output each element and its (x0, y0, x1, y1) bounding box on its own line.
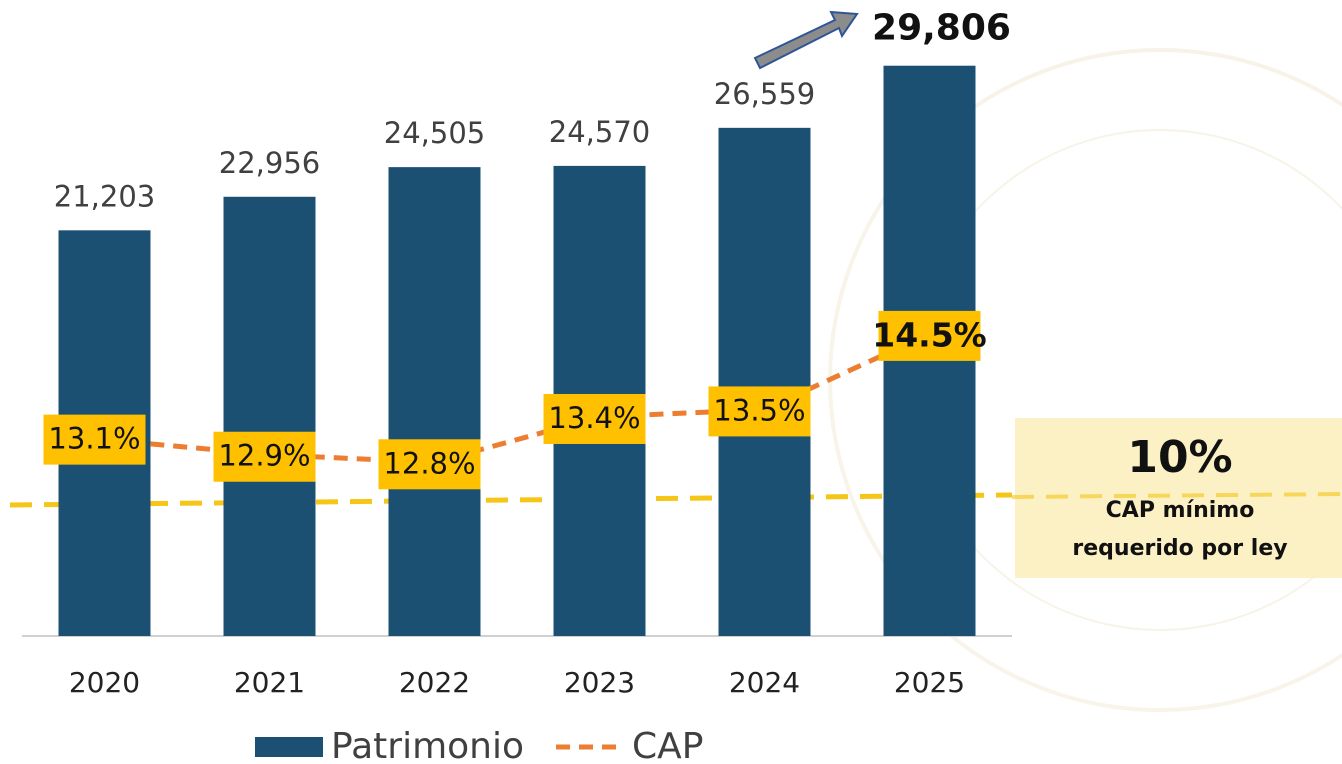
x-tick-label: 2024 (729, 666, 800, 699)
bar (223, 196, 316, 636)
cap-value-label: 12.9% (218, 439, 310, 473)
bar-value-label: 22,956 (219, 146, 320, 180)
legend-swatch (255, 737, 323, 757)
bar (718, 127, 811, 636)
cap-value-label: 13.5% (713, 393, 805, 427)
cap-label-box (543, 393, 646, 444)
bar-value-label: 21,203 (54, 179, 155, 213)
annotation-text: requerido por ley (1072, 536, 1287, 561)
growth-arrow (753, 10, 859, 70)
cap-value-label: 14.5% (872, 315, 987, 354)
legend-label: Patrimonio (331, 726, 524, 764)
cap-value-label: 12.8% (383, 446, 475, 480)
x-tick-label: 2023 (564, 666, 635, 699)
annotation-box (1015, 418, 1342, 578)
minimum-line (9, 492, 1013, 508)
x-tick-label: 2022 (399, 666, 470, 699)
cap-label-box (878, 310, 981, 361)
bar-value-label: 29,806 (872, 8, 1011, 49)
minimum-line (1011, 492, 1342, 499)
x-tick-label: 2020 (69, 666, 140, 699)
cap-value-label: 13.1% (48, 422, 140, 456)
annotation-text: CAP mínimo (1106, 498, 1255, 523)
bar-value-label: 24,505 (384, 116, 485, 150)
x-tick-label: 2021 (234, 666, 305, 699)
legend-label: CAP (632, 726, 703, 764)
bar (388, 167, 481, 636)
cap-label-box (43, 414, 146, 465)
bar-value-label: 24,570 (549, 115, 650, 149)
cap-label-box (378, 439, 481, 490)
bar-value-label: 26,559 (714, 77, 815, 111)
cap-label-box (213, 431, 316, 482)
annotation-title: 10% (1127, 432, 1232, 483)
x-tick-label: 2025 (894, 666, 965, 699)
cap-value-label: 13.4% (548, 401, 640, 435)
cap-label-box (708, 386, 811, 437)
